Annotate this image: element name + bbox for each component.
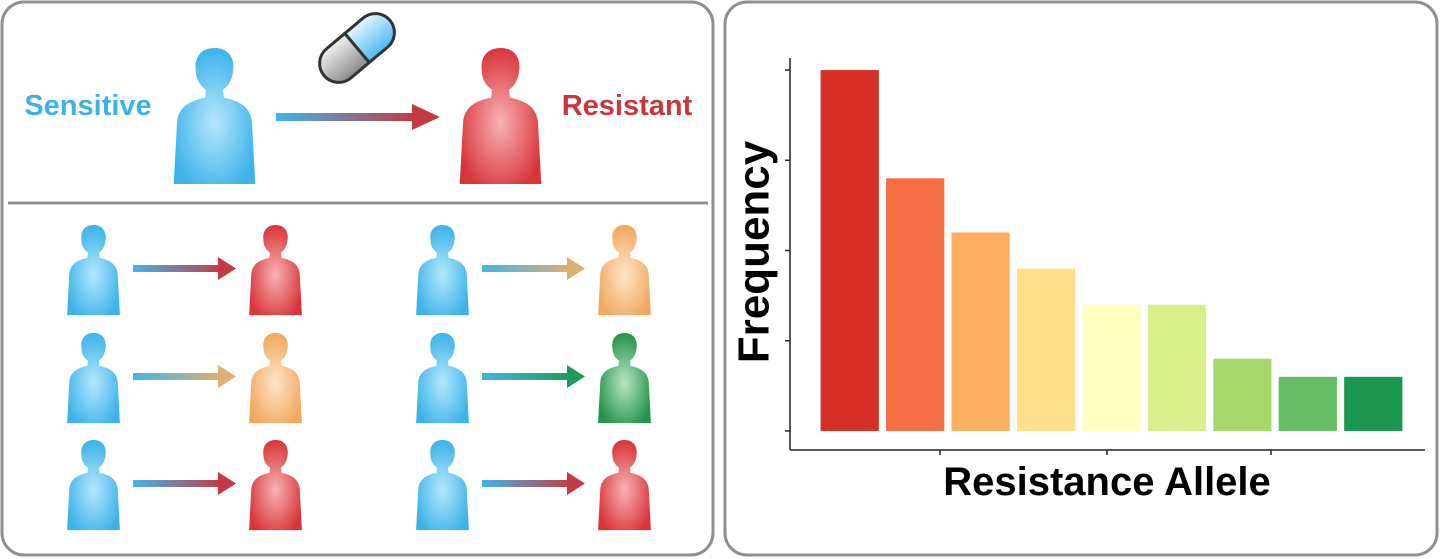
- bar: [1082, 304, 1141, 431]
- sensitive-label: Sensitive: [24, 90, 151, 122]
- resistant-label: Resistant: [562, 90, 693, 122]
- bar-chart: Frequency Resistance Allele: [730, 58, 1425, 504]
- patient-rows: [67, 225, 651, 531]
- left-panel: [0, 0, 715, 557]
- pill: [318, 12, 396, 84]
- bar: [1278, 376, 1337, 431]
- bar: [820, 70, 879, 431]
- bar: [886, 178, 945, 431]
- right-panel: [723, 0, 1439, 557]
- bar: [1016, 268, 1076, 431]
- bar: [951, 232, 1010, 431]
- bar: [1147, 304, 1207, 431]
- bar: [1213, 358, 1272, 431]
- y-axis-label: Frequency: [730, 140, 779, 363]
- x-axis-label: Resistance Allele: [943, 460, 1271, 504]
- arrow: [276, 104, 440, 130]
- person-sensitive: [173, 48, 256, 184]
- person-resistant: [459, 48, 542, 184]
- bar: [1344, 376, 1403, 431]
